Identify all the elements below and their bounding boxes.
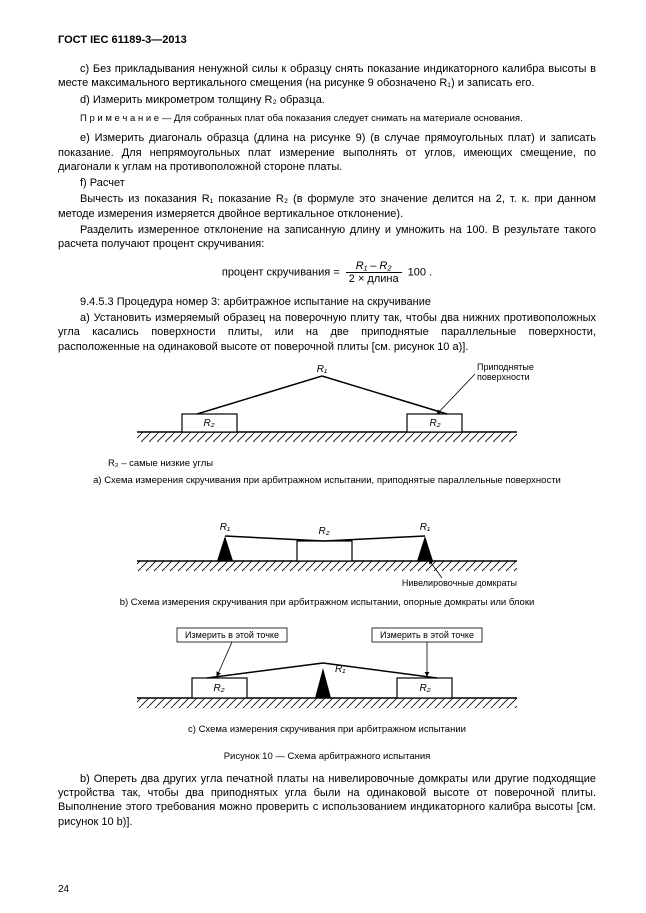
para-e: e) Измерить диагональ образца (длина на … bbox=[58, 131, 596, 174]
fb-r1l: R₁ bbox=[220, 522, 230, 533]
fig-a-caption: a) Схема измерения скручивания при арбит… bbox=[58, 475, 596, 486]
formula-numerator: R₁ – R₂ bbox=[346, 260, 402, 273]
formula-tail: 100 . bbox=[408, 266, 432, 278]
fc-ll: Измерить в этой точке bbox=[185, 630, 279, 640]
fa-r2l: R₂ bbox=[203, 418, 214, 429]
figure-c: R₁ R₂ R₂ Измерить в этой точке Измерить … bbox=[58, 618, 596, 718]
formula-denominator: 2 × длина bbox=[346, 273, 402, 285]
fc-r1: R₁ bbox=[335, 664, 345, 675]
formula-fraction: R₁ – R₂ 2 × длина bbox=[346, 260, 402, 285]
note-1: П р и м е ч а н и е — Для собранных плат… bbox=[58, 113, 596, 125]
page-number: 24 bbox=[58, 884, 69, 895]
figure-title: Рисунок 10 — Схема арбитражного испытани… bbox=[58, 751, 596, 762]
section-9453: 9.4.5.3 Процедура номер 3: арбитражное и… bbox=[58, 295, 596, 309]
fig-b-caption: b) Схема измерения скручивания при арбит… bbox=[58, 597, 596, 608]
formula-label: процент скручивания = bbox=[222, 266, 340, 278]
fig-c-caption: c) Схема измерения скручивания при арбит… bbox=[58, 724, 596, 735]
figure-a: R₁ R₂ R₂ Приподнятые параллельные поверх… bbox=[58, 362, 596, 452]
fa-r2r: R₂ bbox=[429, 418, 440, 429]
fc-r2l: R₂ bbox=[213, 683, 224, 694]
para-b: b) Опереть два других угла печатной плат… bbox=[58, 772, 596, 829]
figure-b: R₁ R₁ R₂ Нивелировочные домкраты bbox=[58, 496, 596, 591]
fa-co2: поверхности bbox=[477, 372, 530, 382]
fb-r2: R₂ bbox=[318, 526, 329, 537]
fig-a-note: R₂ – самые низкие углы bbox=[108, 458, 596, 469]
para-f2: Вычесть из показания R₁ показание R₂ (в … bbox=[58, 192, 596, 221]
fb-callout: Нивелировочные домкраты bbox=[402, 578, 517, 588]
fa-co1: Приподнятые параллельные bbox=[477, 362, 537, 372]
para-f3: Разделить измеренное отклонение на запис… bbox=[58, 223, 596, 252]
fc-r2r: R₂ bbox=[419, 683, 430, 694]
fa-r1: R₁ bbox=[317, 364, 327, 375]
doc-header: ГОСТ IEC 61189-3—2013 bbox=[58, 34, 596, 46]
fc-rl: Измерить в этой точке bbox=[380, 630, 474, 640]
para-d: d) Измерить микрометром толщину R₂ образ… bbox=[58, 93, 596, 107]
fb-r1r: R₁ bbox=[420, 522, 430, 533]
para-a: a) Установить измеряемый образец на пове… bbox=[58, 311, 596, 354]
para-c: c) Без прикладывания ненужной силы к обр… bbox=[58, 62, 596, 91]
formula-twist: процент скручивания = R₁ – R₂ 2 × длина … bbox=[58, 260, 596, 285]
para-f: f) Расчет bbox=[58, 176, 596, 190]
